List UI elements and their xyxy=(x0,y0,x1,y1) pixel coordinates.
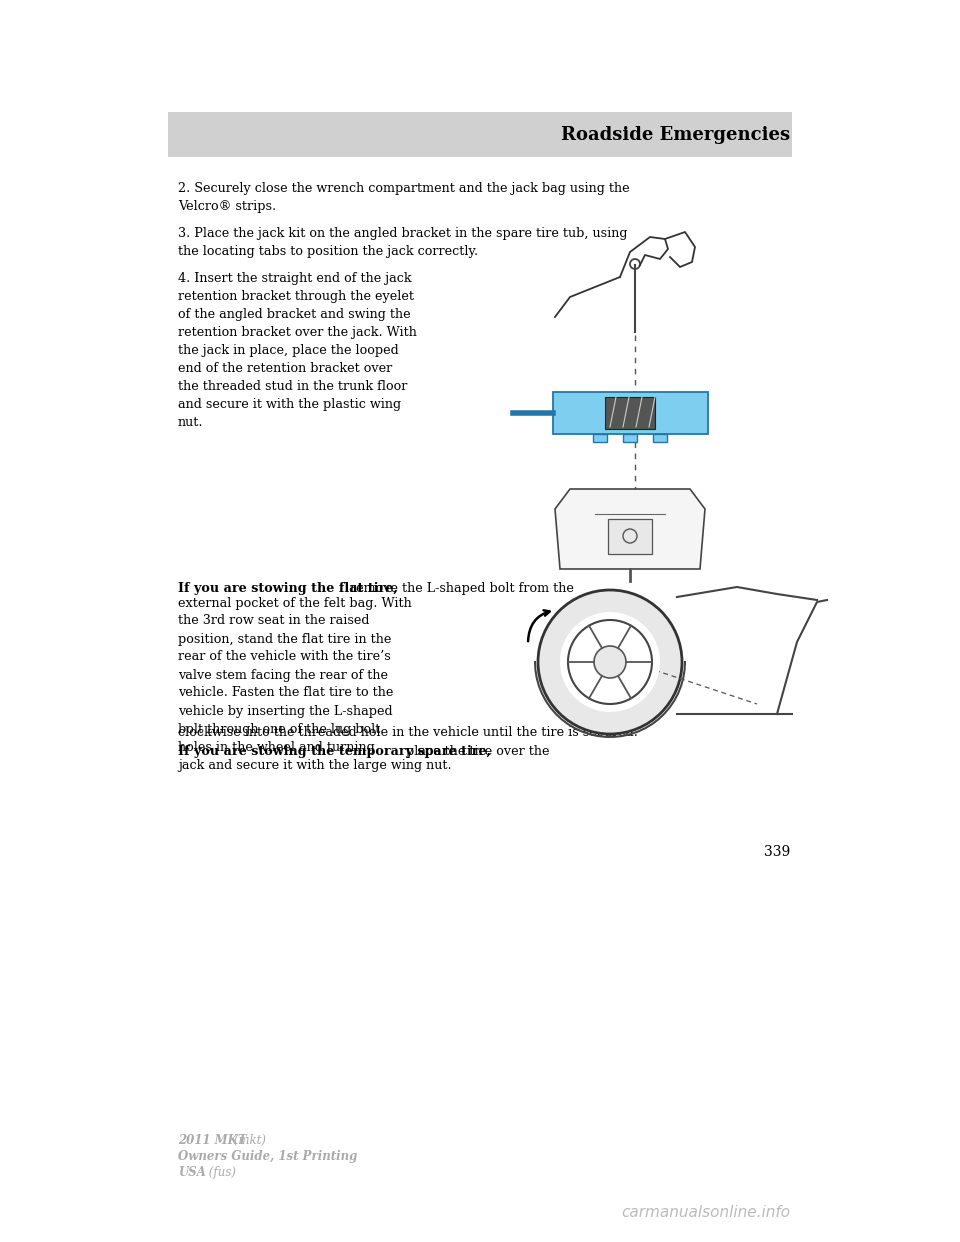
Text: USA: USA xyxy=(178,1166,205,1179)
Text: 2011 MKT: 2011 MKT xyxy=(178,1134,247,1148)
Text: 2. Securely close the wrench compartment and the jack bag using the
Velcro® stri: 2. Securely close the wrench compartment… xyxy=(178,183,630,212)
Text: (fus): (fus) xyxy=(205,1166,236,1179)
Text: clockwise into the threaded hole in the vehicle until the tire is secured.: clockwise into the threaded hole in the … xyxy=(178,727,637,739)
Circle shape xyxy=(560,612,660,712)
Text: Owners Guide, 1st Printing: Owners Guide, 1st Printing xyxy=(178,1150,357,1163)
FancyBboxPatch shape xyxy=(623,433,637,442)
FancyBboxPatch shape xyxy=(553,392,708,433)
Text: remove the L-shaped bolt from the: remove the L-shaped bolt from the xyxy=(347,582,574,595)
Text: If you are stowing the flat tire,: If you are stowing the flat tire, xyxy=(178,582,397,595)
Text: jack and secure it with the large wing nut.: jack and secure it with the large wing n… xyxy=(178,759,451,773)
Text: Roadside Emergencies: Roadside Emergencies xyxy=(561,125,790,144)
Text: place the tire over the: place the tire over the xyxy=(402,744,550,758)
FancyBboxPatch shape xyxy=(605,397,655,428)
Circle shape xyxy=(594,646,626,678)
Text: carmanualsonline.info: carmanualsonline.info xyxy=(621,1205,790,1220)
Circle shape xyxy=(538,590,682,734)
FancyBboxPatch shape xyxy=(653,433,667,442)
Text: 339: 339 xyxy=(764,845,790,859)
Text: 4. Insert the straight end of the jack
retention bracket through the eyelet
of t: 4. Insert the straight end of the jack r… xyxy=(178,272,417,428)
FancyBboxPatch shape xyxy=(593,433,607,442)
FancyBboxPatch shape xyxy=(168,112,792,156)
Text: (mkt): (mkt) xyxy=(230,1134,266,1148)
Polygon shape xyxy=(555,489,705,569)
Text: external pocket of the felt bag. With
the 3rd row seat in the raised
position, s: external pocket of the felt bag. With th… xyxy=(178,596,412,754)
FancyBboxPatch shape xyxy=(608,519,652,554)
Text: If you are stowing the temporary spare tire,: If you are stowing the temporary spare t… xyxy=(178,744,491,758)
Text: 3. Place the jack kit on the angled bracket in the spare tire tub, using
the loc: 3. Place the jack kit on the angled brac… xyxy=(178,227,628,258)
